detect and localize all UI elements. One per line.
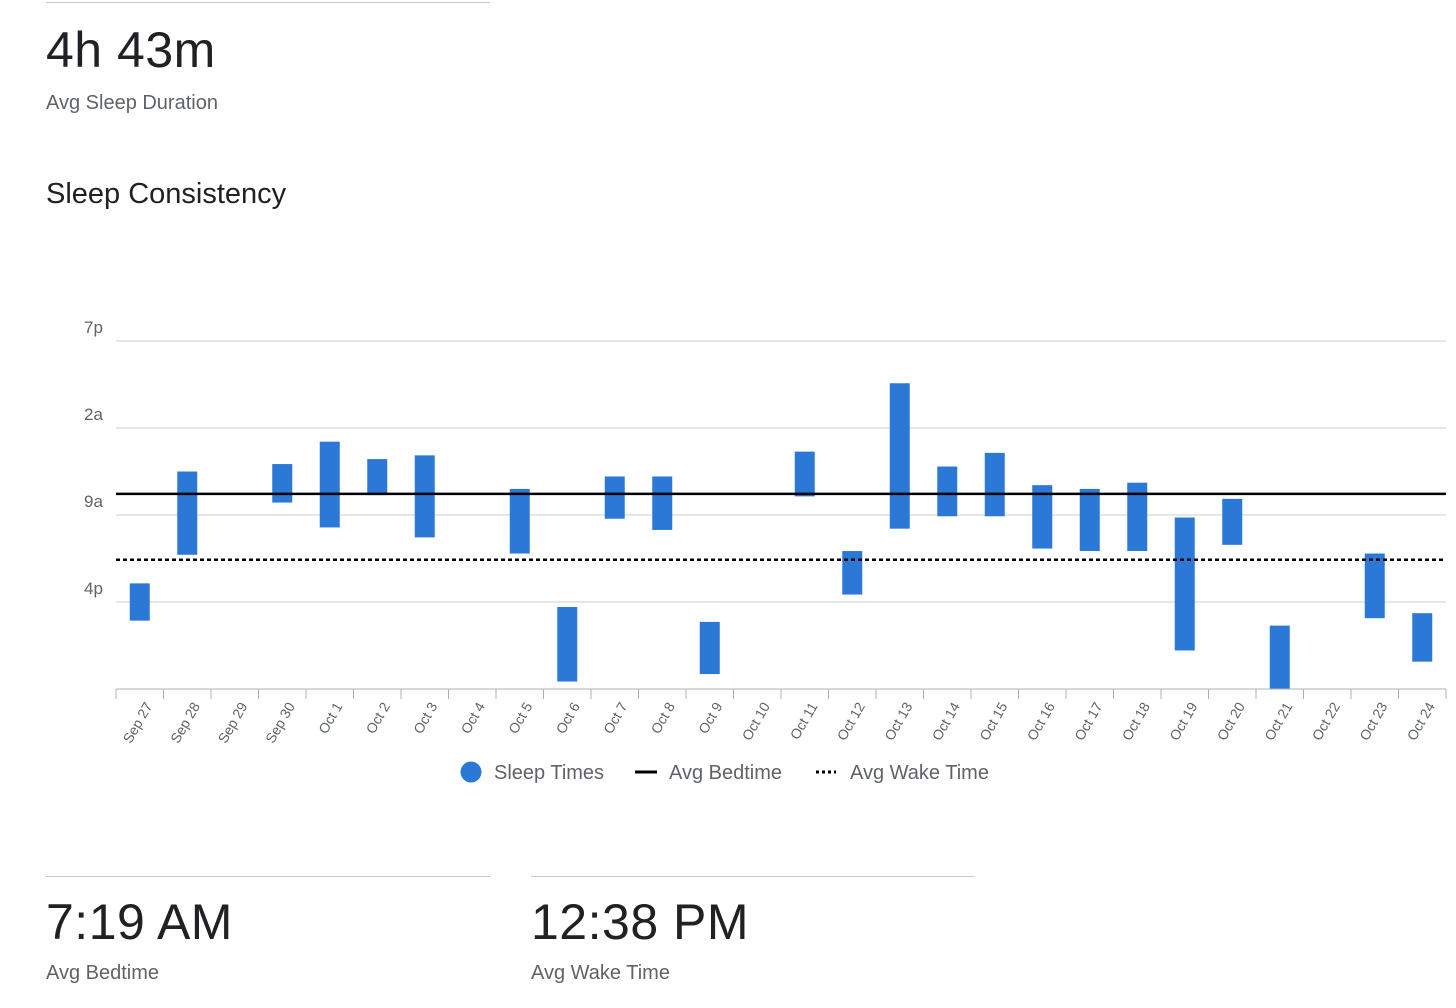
legend-avg-wake-time-label[interactable]: Avg Wake Time xyxy=(850,762,989,784)
x-tick-label: Sep 28 xyxy=(167,699,203,746)
grid-lines xyxy=(116,340,1446,603)
stat-value: 12:38 PM xyxy=(531,894,750,950)
stat-label: Avg Sleep Duration xyxy=(46,92,218,114)
x-axis: Sep 27 Sep 28 Sep 29 Sep 30 Oct 1 Oct 2 Oct 3 O… xyxy=(115,688,1447,746)
x-tick-label: Oct 16 xyxy=(1024,699,1059,743)
chart-legend: Sleep Times Avg Bedtime Avg Wake Time xyxy=(460,761,989,784)
x-tick-label: Oct 2 xyxy=(362,699,393,736)
sleep-bar[interactable] xyxy=(509,488,530,554)
x-tick-label: Oct 7 xyxy=(600,699,631,736)
x-tick-label: Oct 1 xyxy=(315,699,346,736)
x-tick-label: Oct 3 xyxy=(410,699,441,736)
legend-sleep-times-swatch xyxy=(460,761,482,783)
sleep-bar[interactable] xyxy=(414,455,435,538)
stat-divider xyxy=(46,2,490,3)
stat-divider xyxy=(46,876,490,877)
sleep-bar[interactable] xyxy=(1174,517,1195,651)
stat-divider xyxy=(531,876,975,877)
sleep-bar[interactable] xyxy=(272,464,293,503)
sleep-bar[interactable] xyxy=(319,441,340,528)
sleep-bar[interactable] xyxy=(129,583,150,621)
stat-avg-bedtime: 7:19 AM Avg Bedtime xyxy=(46,876,490,983)
sleep-bar[interactable] xyxy=(1127,482,1148,552)
x-tick-label: Oct 15 xyxy=(976,699,1011,743)
sleep-bar[interactable] xyxy=(652,476,673,530)
x-tick-label: Oct 20 xyxy=(1214,699,1249,743)
sleep-bar[interactable] xyxy=(1079,488,1100,552)
x-tick-label: Oct 17 xyxy=(1071,699,1106,743)
x-tick-label: Oct 14 xyxy=(929,699,964,743)
average-lines xyxy=(116,492,1446,561)
sleep-bar[interactable] xyxy=(1222,498,1243,545)
sleep-bar[interactable] xyxy=(937,466,958,517)
x-tick-label: Oct 12 xyxy=(834,699,869,743)
sleep-bar[interactable] xyxy=(1364,553,1385,619)
x-tick-label: Sep 29 xyxy=(215,699,251,746)
x-tick-label: Oct 18 xyxy=(1119,699,1154,743)
x-tick-label: Oct 19 xyxy=(1166,699,1201,743)
legend-avg-bedtime-label[interactable]: Avg Bedtime xyxy=(669,762,782,784)
y-tick-label: 2a xyxy=(84,405,103,424)
x-tick-label: Sep 30 xyxy=(262,699,298,746)
stat-avg-sleep-duration: 4h 43m Avg Sleep Duration xyxy=(46,2,490,113)
chart-title: Sleep Consistency xyxy=(46,178,287,210)
x-tick-label: Oct 9 xyxy=(695,699,726,736)
y-tick-label: 4p xyxy=(84,579,103,598)
sleep-bar[interactable] xyxy=(557,606,578,682)
sleep-bar[interactable] xyxy=(604,476,625,519)
x-tick-label: Oct 21 xyxy=(1261,699,1296,743)
sleep-bar[interactable] xyxy=(889,383,910,529)
legend-sleep-times-label[interactable]: Sleep Times xyxy=(494,762,604,784)
x-tick-label: Oct 13 xyxy=(881,699,916,743)
stat-label: Avg Bedtime xyxy=(46,962,160,984)
x-tick-label: Oct 24 xyxy=(1404,699,1439,743)
sleep-bar[interactable] xyxy=(984,452,1005,517)
x-tick-label: Oct 5 xyxy=(505,699,536,736)
sleep-bar[interactable] xyxy=(699,621,720,675)
x-tick-label: Oct 4 xyxy=(457,699,488,736)
sleep-bars xyxy=(129,383,1433,689)
x-tick-label: Oct 10 xyxy=(739,699,774,743)
x-tick-label: Oct 22 xyxy=(1309,699,1344,743)
y-tick-label: 9a xyxy=(84,492,103,511)
sleep-bar[interactable] xyxy=(367,459,388,496)
stat-value: 4h 43m xyxy=(46,22,216,78)
sleep-bar[interactable] xyxy=(177,471,198,555)
sleep-bar[interactable] xyxy=(1032,485,1053,549)
sleep-consistency-chart: 7p 2a 9a 4p Sep 27 Sep 28 Sep 29 Sep 30 Oct 1 Oc… xyxy=(84,318,1447,784)
x-tick-label: Oct 23 xyxy=(1356,699,1391,743)
stat-label: Avg Wake Time xyxy=(531,962,670,984)
y-axis-ticks: 7p 2a 9a 4p xyxy=(84,318,103,598)
sleep-bar[interactable] xyxy=(794,451,815,497)
stat-avg-wake-time: 12:38 PM Avg Wake Time xyxy=(531,876,975,983)
x-tick-label: Oct 6 xyxy=(552,699,583,736)
sleep-bar[interactable] xyxy=(1412,613,1433,662)
x-tick-label: Oct 11 xyxy=(787,699,821,742)
x-tick-label: Oct 8 xyxy=(647,699,678,736)
sleep-bar[interactable] xyxy=(1269,625,1290,689)
y-tick-label: 7p xyxy=(84,318,103,337)
x-tick-label: Sep 27 xyxy=(120,699,156,746)
stat-value: 7:19 AM xyxy=(46,894,233,950)
sleep-bar[interactable] xyxy=(842,551,863,595)
